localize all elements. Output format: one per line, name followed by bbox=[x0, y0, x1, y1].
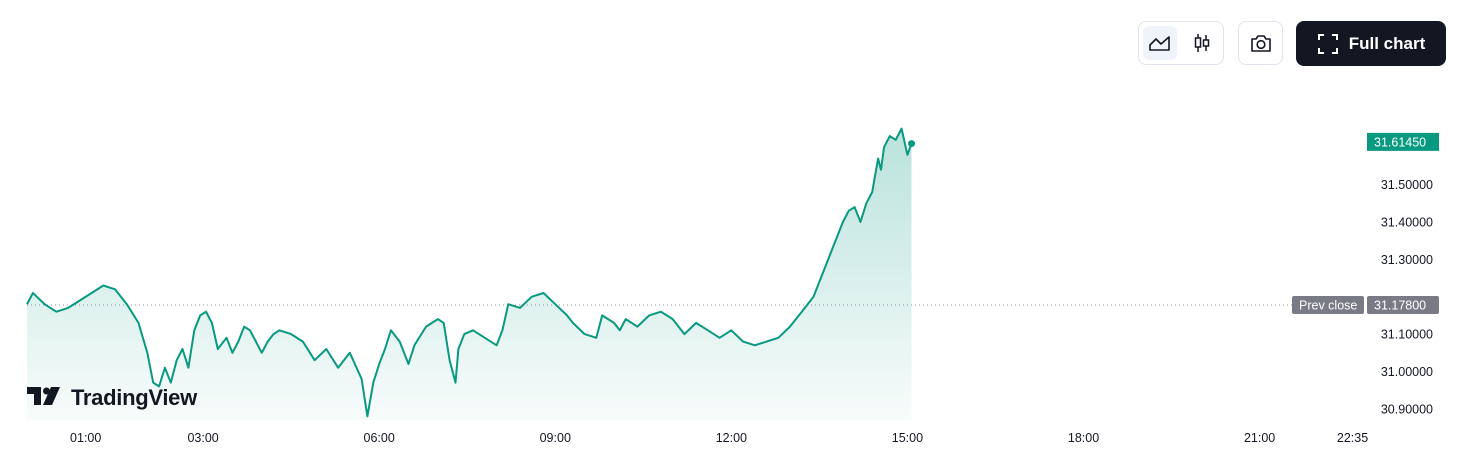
chart-style-toggle bbox=[1138, 21, 1224, 65]
prev-close-label: Prev close bbox=[1299, 298, 1357, 312]
snapshot-button[interactable] bbox=[1238, 21, 1283, 65]
x-tick-label: 18:00 bbox=[1068, 431, 1099, 445]
last-price-label: 31.61450 bbox=[1374, 135, 1426, 149]
area-chart-icon bbox=[1149, 36, 1170, 51]
x-tick-label: 03:00 bbox=[187, 431, 218, 445]
y-tick-label: 31.00000 bbox=[1381, 365, 1433, 379]
x-tick-label: 22:35 bbox=[1337, 431, 1368, 445]
x-tick-label: 12:00 bbox=[716, 431, 747, 445]
y-tick-label: 31.30000 bbox=[1381, 253, 1433, 267]
y-tick-label: 31.40000 bbox=[1381, 216, 1433, 230]
x-tick-label: 06:00 bbox=[364, 431, 395, 445]
x-tick-label: 21:00 bbox=[1244, 431, 1275, 445]
expand-icon bbox=[1317, 33, 1338, 54]
tradingview-logo: TradingView bbox=[27, 385, 197, 411]
x-tick-label: 15:00 bbox=[892, 431, 923, 445]
logo-wordmark: TradingView bbox=[71, 385, 197, 410]
y-tick-label: 31.10000 bbox=[1381, 328, 1433, 342]
y-axis: 31.50000 31.40000 31.30000 31.10000 31.00000… bbox=[1381, 178, 1433, 416]
full-chart-label: Full chart bbox=[1348, 33, 1426, 53]
candlestick-icon bbox=[1194, 34, 1210, 52]
x-axis: 01:00 03:00 06:00 09:00 12:00 15:00 18:00 21:00… bbox=[70, 431, 1368, 445]
last-price-badge: 31.61450 bbox=[1367, 132, 1439, 151]
camera-icon bbox=[1249, 32, 1273, 59]
tradingview-logo-icon bbox=[27, 387, 60, 405]
candles-view-button[interactable] bbox=[1185, 26, 1219, 60]
x-tick-label: 01:00 bbox=[70, 431, 101, 445]
price-area-fill bbox=[27, 128, 912, 420]
y-tick-label: 31.50000 bbox=[1381, 178, 1433, 192]
x-tick-label: 09:00 bbox=[540, 431, 571, 445]
price-line bbox=[26, 127, 913, 418]
full-chart-button[interactable]: Full chart bbox=[1296, 21, 1446, 66]
last-price-dot bbox=[908, 140, 916, 148]
prev-close-value: 31.17800 bbox=[1374, 298, 1426, 312]
area-view-button[interactable] bbox=[1143, 26, 1177, 60]
prev-close-badge: Prev close 31.17800 bbox=[1292, 295, 1439, 314]
y-tick-label: 30.90000 bbox=[1381, 402, 1433, 416]
